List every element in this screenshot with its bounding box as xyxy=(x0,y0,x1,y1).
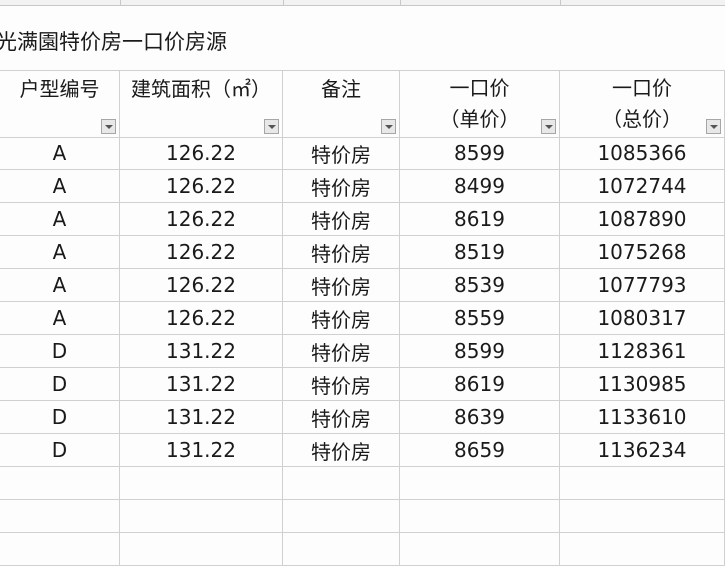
header-label: 一口价 xyxy=(449,76,510,100)
table-cell[interactable]: 8599 xyxy=(400,335,560,367)
table-row: A 126.22 特价房 8559 1080317 xyxy=(0,302,725,335)
filter-dropdown-icon[interactable] xyxy=(101,119,116,134)
table-cell[interactable]: 8619 xyxy=(400,203,560,235)
empty-cell[interactable] xyxy=(560,467,725,499)
table-cell[interactable]: 8599 xyxy=(400,137,560,169)
table-cell[interactable]: A xyxy=(0,203,120,235)
table-cell[interactable]: A xyxy=(0,302,120,334)
empty-cell[interactable] xyxy=(400,467,560,499)
table-cell[interactable]: 126.22 xyxy=(120,170,283,202)
header-cell[interactable]: 备注 xyxy=(283,71,400,137)
filter-dropdown-icon[interactable] xyxy=(541,119,556,134)
empty-cell[interactable] xyxy=(283,500,400,532)
table-cell[interactable]: 131.22 xyxy=(120,335,283,367)
empty-cell[interactable] xyxy=(120,533,283,565)
filter-dropdown-icon[interactable] xyxy=(381,119,396,134)
table-cell[interactable]: 1133610 xyxy=(560,401,725,433)
header-label: 一口价 xyxy=(612,76,672,100)
table-cell[interactable]: 126.22 xyxy=(120,269,283,301)
table-row: A 126.22 特价房 8519 1075268 xyxy=(0,236,725,269)
header-cell[interactable]: 一口价 （单价） xyxy=(400,71,560,137)
table-cell[interactable]: 8519 xyxy=(400,236,560,268)
table-row: D 131.22 特价房 8659 1136234 xyxy=(0,434,725,467)
previous-row xyxy=(0,0,725,6)
table-cell[interactable]: 1130985 xyxy=(560,368,725,400)
empty-cell[interactable] xyxy=(0,533,120,565)
table-cell[interactable]: A xyxy=(0,269,120,301)
filter-dropdown-icon[interactable] xyxy=(264,119,279,134)
table-cell[interactable]: D xyxy=(0,368,120,400)
table-cell[interactable]: 8539 xyxy=(400,269,560,301)
table-cell[interactable]: 特价房 xyxy=(283,269,400,301)
table-cell[interactable]: D xyxy=(0,434,120,466)
table-row: A 126.22 特价房 8619 1087890 xyxy=(0,203,725,236)
empty-row xyxy=(0,467,725,500)
table-cell[interactable]: 131.22 xyxy=(120,368,283,400)
table-cell[interactable]: 126.22 xyxy=(120,203,283,235)
table-cell[interactable]: 1075268 xyxy=(560,236,725,268)
table-cell[interactable]: 特价房 xyxy=(283,401,400,433)
table-cell[interactable]: 特价房 xyxy=(283,236,400,268)
table-cell[interactable]: 126.22 xyxy=(120,302,283,334)
empty-cell[interactable] xyxy=(283,533,400,565)
sheet-title: 光满園特价房一口价房源 xyxy=(0,30,227,54)
table-cell[interactable]: 8659 xyxy=(400,434,560,466)
table-cell[interactable]: 131.22 xyxy=(120,401,283,433)
empty-row xyxy=(0,500,725,533)
table-row: D 131.22 特价房 8639 1133610 xyxy=(0,401,725,434)
header-label: 备注 xyxy=(321,76,361,101)
empty-row xyxy=(0,533,725,566)
header-cell[interactable]: 建筑面积（㎡） xyxy=(120,71,283,137)
empty-cell[interactable] xyxy=(560,533,725,565)
header-row: 户型编号 建筑面积（㎡） 备注 一口价 （单价） 一口价 （总价） xyxy=(0,70,725,138)
table-row: A 126.22 特价房 8499 1072744 xyxy=(0,170,725,203)
table-cell[interactable]: 126.22 xyxy=(120,236,283,268)
empty-cell[interactable] xyxy=(120,500,283,532)
table-cell[interactable]: 特价房 xyxy=(283,137,400,169)
table-cell[interactable]: 8639 xyxy=(400,401,560,433)
header-label: （单价） xyxy=(439,107,520,131)
table-cell[interactable]: 8499 xyxy=(400,170,560,202)
table-row: A 126.22 特价房 8539 1077793 xyxy=(0,269,725,302)
empty-cell[interactable] xyxy=(283,467,400,499)
table-cell[interactable]: 特价房 xyxy=(283,335,400,367)
empty-cell[interactable] xyxy=(400,533,560,565)
table-cell[interactable]: 8559 xyxy=(400,302,560,334)
header-cell[interactable]: 一口价 （总价） xyxy=(560,71,725,137)
table-cell[interactable]: A xyxy=(0,137,120,169)
table-cell[interactable]: 8619 xyxy=(400,368,560,400)
table-cell[interactable]: A xyxy=(0,170,120,202)
empty-cell[interactable] xyxy=(120,467,283,499)
table-cell[interactable]: 1085366 xyxy=(560,137,725,169)
table-cell[interactable]: 131.22 xyxy=(120,434,283,466)
table-cell[interactable]: 特价房 xyxy=(283,434,400,466)
header-cell[interactable]: 户型编号 xyxy=(0,71,120,137)
table-cell[interactable]: 特价房 xyxy=(283,302,400,334)
table-cell[interactable]: D xyxy=(0,401,120,433)
table-cell[interactable]: D xyxy=(0,335,120,367)
table-row: A 126.22 特价房 8599 1085366 xyxy=(0,137,725,170)
header-label: 建筑面积（㎡） xyxy=(131,76,271,101)
table-cell[interactable]: 126.22 xyxy=(120,137,283,169)
table-cell[interactable]: 1080317 xyxy=(560,302,725,334)
table-cell[interactable]: 1136234 xyxy=(560,434,725,466)
table-cell[interactable]: 特价房 xyxy=(283,170,400,202)
table-cell[interactable]: A xyxy=(0,236,120,268)
empty-cell[interactable] xyxy=(0,500,120,532)
header-label: 户型编号 xyxy=(19,76,100,101)
table-cell[interactable]: 特价房 xyxy=(283,203,400,235)
filter-dropdown-icon[interactable] xyxy=(706,119,721,134)
table-cell[interactable]: 1128361 xyxy=(560,335,725,367)
table-cell[interactable]: 1087890 xyxy=(560,203,725,235)
table-cell[interactable]: 1077793 xyxy=(560,269,725,301)
empty-cell[interactable] xyxy=(0,467,120,499)
table-cell[interactable]: 1072744 xyxy=(560,170,725,202)
header-label: （总价） xyxy=(602,107,682,131)
table-row: D 131.22 特价房 8599 1128361 xyxy=(0,335,725,368)
table-row: D 131.22 特价房 8619 1130985 xyxy=(0,368,725,401)
empty-cell[interactable] xyxy=(560,500,725,532)
empty-cell[interactable] xyxy=(400,500,560,532)
table-cell[interactable]: 特价房 xyxy=(283,368,400,400)
